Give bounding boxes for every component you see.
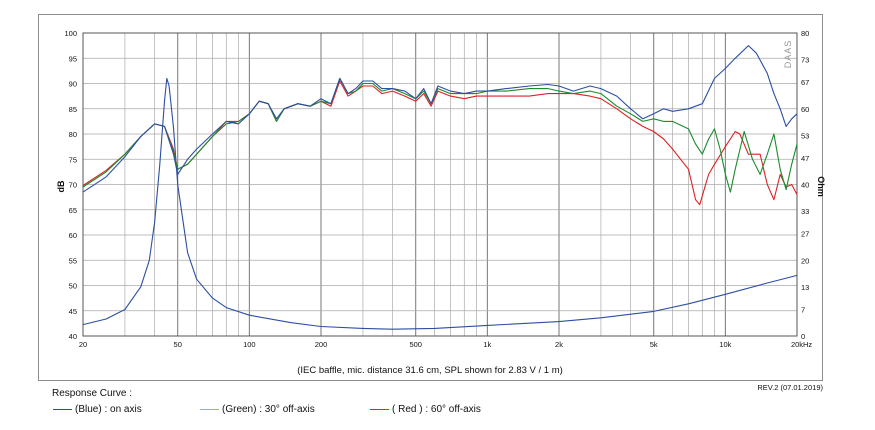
y-left-tick-label: 95	[69, 54, 77, 63]
series-line-red-60deg	[82, 80, 798, 206]
plot-border	[82, 32, 798, 337]
legend-swatch-green	[200, 409, 219, 410]
y-right-tick-label: 80	[801, 29, 809, 38]
y-right-tick-label: 27	[801, 230, 809, 239]
legend-swatch-blue	[53, 409, 72, 410]
y-left-tick-label: 55	[69, 256, 77, 265]
chart-frame	[38, 14, 823, 381]
y-right-tick-label: 53	[801, 131, 809, 140]
y-right-tick-label: 40	[801, 181, 809, 190]
y-left-tick-label: 50	[69, 282, 77, 291]
y-right-tick-label: 47	[801, 154, 809, 163]
series-line-impedance	[82, 77, 798, 330]
chart-caption: (IEC baffle, mic. distance 31.6 cm, SPL …	[297, 365, 563, 376]
y-right-tick-label: 73	[801, 56, 809, 65]
legend-swatch-red	[370, 409, 389, 410]
y-left-axis-title: dB	[56, 180, 66, 192]
legend-item-blue: (Blue) : on axis	[53, 404, 142, 415]
y-right-tick-label: 33	[801, 207, 809, 216]
y-left-tick-label: 80	[69, 130, 77, 139]
y-left-tick-label: 90	[69, 80, 77, 89]
y-left-tick-label: 85	[69, 105, 77, 114]
series-line-blue-on-axis	[82, 45, 798, 193]
series-line-green-30deg	[82, 77, 798, 193]
x-tick-label: 500	[409, 340, 422, 349]
x-tick-label: 200	[315, 340, 328, 349]
y-left-tick-label: 45	[69, 307, 77, 316]
revision-label: REV.2 (07.01.2019)	[757, 383, 823, 392]
chart-grid	[82, 32, 798, 337]
x-tick-label: 5k	[650, 340, 658, 349]
y-right-tick-label: 7	[801, 305, 805, 314]
y-left-tick-label: 60	[69, 231, 77, 240]
y-right-tick-label: 20	[801, 256, 809, 265]
legend-label-red: ( Red ) : 60° off-axis	[392, 404, 481, 415]
x-tick-label: 50	[174, 340, 182, 349]
x-tick-label: 20	[79, 340, 87, 349]
y-left-tick-label: 75	[69, 155, 77, 164]
x-tick-label: 20k	[791, 340, 803, 349]
y-right-tick-label: 13	[801, 283, 809, 292]
y-left-tick-label: 40	[69, 332, 77, 341]
legend-label-blue: (Blue) : on axis	[75, 404, 142, 415]
legend-title: Response Curve :	[52, 388, 133, 399]
chart-labels: 40 45 50 55 60 65 70 75 80 85 90 95 100 0 7 13 20 27 33 40 4…	[56, 29, 826, 376]
legend-label-green: (Green) : 30° off-axis	[222, 404, 315, 415]
chart-series	[82, 45, 798, 330]
y-left-tick-label: 65	[69, 206, 77, 215]
y-right-axis-title: Ohm	[816, 176, 826, 197]
legend-item-red: ( Red ) : 60° off-axis	[370, 404, 481, 415]
y-left-tick-label: 100	[64, 29, 77, 38]
x-tick-label: 10k	[719, 340, 731, 349]
legend-item-green: (Green) : 30° off-axis	[200, 404, 315, 415]
x-unit-label: Hz	[803, 340, 812, 349]
x-tick-label: 2k	[555, 340, 563, 349]
watermark: DAAS	[783, 40, 793, 69]
y-right-tick-label: 60	[801, 105, 809, 114]
x-tick-label: 100	[243, 340, 256, 349]
y-right-tick-label: 0	[801, 332, 805, 341]
y-left-tick-label: 70	[69, 181, 77, 190]
y-right-tick-label: 67	[801, 78, 809, 87]
x-tick-label: 1k	[483, 340, 491, 349]
